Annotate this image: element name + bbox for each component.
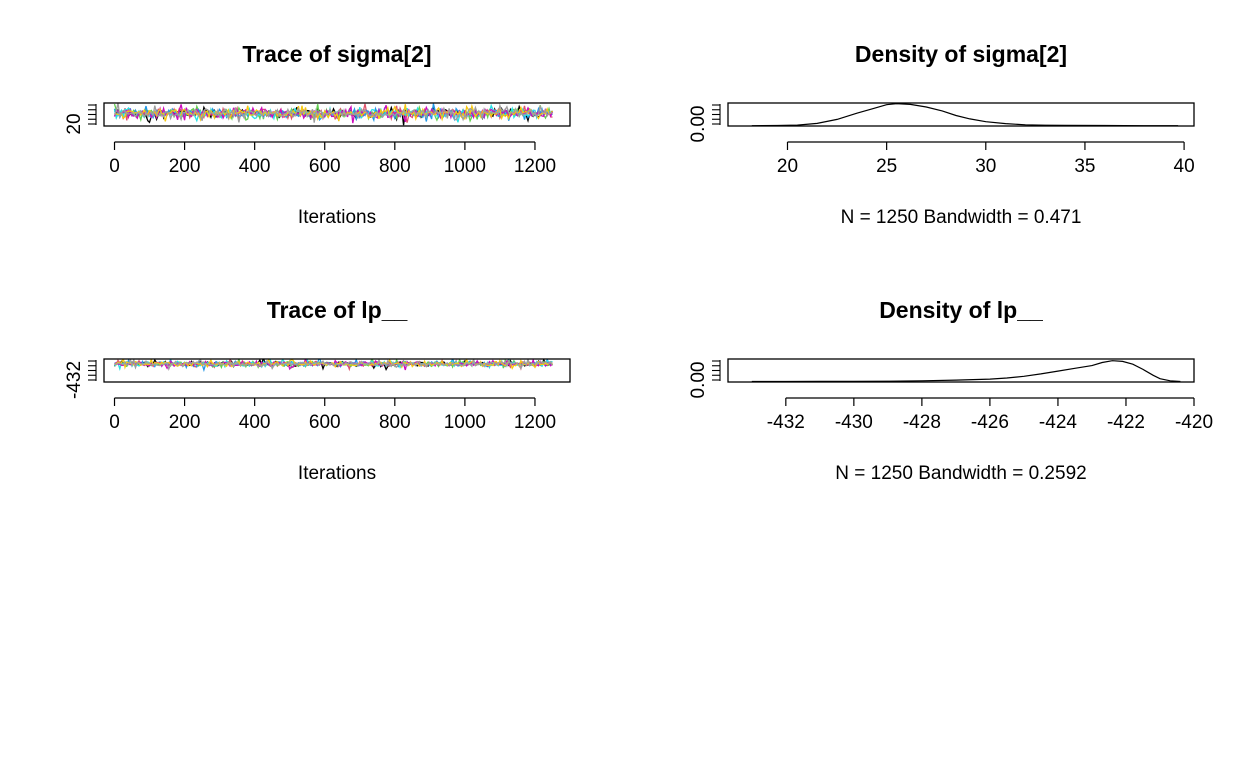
y-axis: [88, 104, 97, 125]
x-tick-label: 800: [379, 156, 411, 177]
x-tick-label: -420: [1175, 412, 1213, 433]
x-tick-label: -432: [767, 412, 805, 433]
x-axis-label: N = 1250 Bandwidth = 0.2592: [835, 463, 1086, 484]
x-tick-label: 400: [239, 412, 271, 433]
plot-frame: [103, 358, 571, 383]
x-tick-label: -428: [903, 412, 941, 433]
x-axis-label: Iterations: [298, 463, 376, 484]
plot-frame: [727, 358, 1195, 383]
x-tick-label: -426: [971, 412, 1009, 433]
y-tick-label: -432: [64, 361, 85, 399]
panel-title: Trace of lp__: [267, 297, 408, 323]
panel-4: Density of lp__ -432 -430 -428 -426 -424 -422 -…: [688, 297, 1213, 484]
y-tick-label: 20: [64, 113, 85, 134]
x-tick-label: 1000: [444, 412, 486, 433]
y-axis: [712, 104, 721, 125]
x-tick-label: 0: [109, 156, 120, 177]
x-tick-label: 200: [169, 412, 201, 433]
trace-series-7: [114, 103, 553, 122]
x-tick-label: 800: [379, 412, 411, 433]
plot-frame: [727, 102, 1195, 127]
x-axis-label: Iterations: [298, 207, 376, 228]
x-tick-label: -422: [1107, 412, 1145, 433]
x-tick-label: -424: [1039, 412, 1077, 433]
x-tick-label: -430: [835, 412, 873, 433]
panel-title: Density of sigma[2]: [855, 41, 1067, 67]
x-tick-label: 600: [309, 156, 341, 177]
x-tick-label: 600: [309, 412, 341, 433]
trace-lines: [113, 103, 554, 126]
y-axis: [712, 360, 721, 381]
x-tick-label: 1000: [444, 156, 486, 177]
x-tick-label: 200: [169, 156, 201, 177]
panel-2: Density of sigma[2] 20 25 30 35 40 0.00 N = 125…: [688, 41, 1195, 228]
x-axis-label: N = 1250 Bandwidth = 0.471: [841, 207, 1082, 228]
density-curve: [751, 102, 1179, 127]
y-tick-label: 0.00: [688, 106, 709, 143]
panel-3: Trace of lp__ 0 200 400 600 800 1000 1200 -432 It…: [64, 297, 571, 484]
y-tick-label: 0.00: [688, 362, 709, 399]
x-tick-label: 400: [239, 156, 271, 177]
density-curve: [751, 360, 1181, 383]
x-tick-label: 25: [876, 156, 897, 177]
plot-frame: [103, 102, 571, 127]
panel-title: Trace of sigma[2]: [242, 41, 431, 67]
x-tick-label: 40: [1174, 156, 1195, 177]
panel-1: Trace of sigma[2] 0 200 400 600 800 1000 1200 20…: [64, 41, 571, 228]
x-tick-label: 1200: [514, 156, 556, 177]
x-tick-label: 30: [975, 156, 996, 177]
x-tick-label: 0: [109, 412, 120, 433]
y-axis: [88, 360, 97, 381]
x-tick-label: 20: [777, 156, 798, 177]
trace-lines: [113, 359, 554, 373]
x-tick-label: 35: [1074, 156, 1095, 177]
panel-title: Density of lp__: [879, 297, 1043, 323]
trace-series-8: [113, 103, 553, 123]
x-tick-label: 1200: [514, 412, 556, 433]
trace-series-8: [114, 359, 554, 372]
